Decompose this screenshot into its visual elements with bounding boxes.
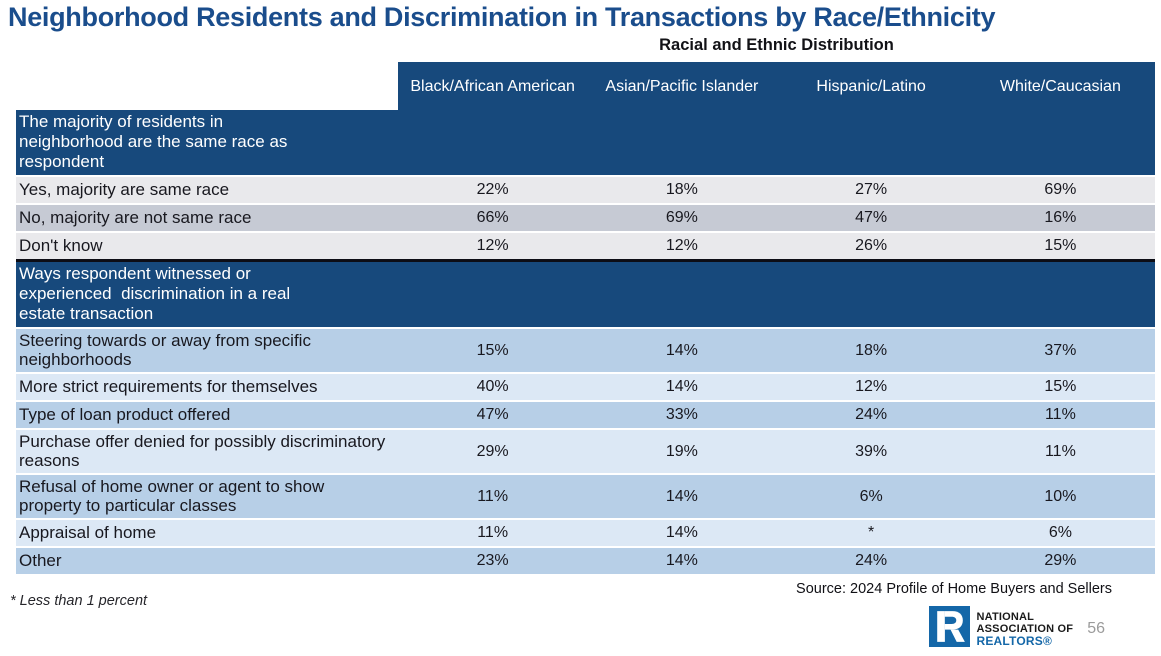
row-label-text: Other [19,551,62,570]
row-label: Type of loan product offered [16,402,398,428]
row-label-text: Type of loan product offered [19,405,231,424]
column-header: Hispanic/Latino [776,62,966,110]
footer-brand: NATIONAL ASSOCIATION OF REALTORS® 56 [929,606,1105,652]
cell-value: 22% [476,181,509,198]
realtor-r-icon [929,606,971,652]
column-header: Asian/Pacific Islander [587,62,777,110]
row-label-text: Don't know [19,236,103,255]
cell-value: 47% [855,209,888,226]
row-label-text: No, majority are not same race [19,208,252,227]
header-label-spacer [16,62,398,110]
cell-value: 14% [665,524,698,541]
row-label: Other [16,548,398,574]
cell-value: 26% [855,237,888,254]
cell-value: 24% [855,552,888,569]
section-header-text: The majority of residents in neighborhoo… [19,112,293,171]
row-label: More strict requirements for themselves [16,374,398,400]
table-row: Yes, majority are same race 22% 18% 27% 69% [16,175,1155,203]
nar-logo-text: NATIONAL ASSOCIATION OF REALTORS® [976,611,1073,647]
row-label: Yes, majority are same race [16,177,398,203]
cell-value: 18% [665,181,698,198]
page-title: Neighborhood Residents and Discriminatio… [8,2,996,32]
cell-value: 12% [665,237,698,254]
footnote: * Less than 1 percent [10,593,148,609]
section-header: Ways respondent witnessed or experienced… [16,259,1155,327]
row-label-text: More strict requirements for themselves [19,377,318,396]
row-label: Don't know [16,233,398,259]
table-row: Don't know 12% 12% 26% 15% [16,231,1155,259]
cell-value: 19% [665,442,698,460]
cell-value: 23% [476,552,509,569]
row-label: Appraisal of home [16,520,398,546]
data-table: Black/African American Asian/Pacific Isla… [16,62,1155,574]
column-header: Black/African American [398,62,588,110]
table-row: Refusal of home owner or agent to show p… [16,473,1155,518]
table-row: Steering towards or away from specific n… [16,327,1155,372]
cell-value: 14% [665,552,698,569]
row-label-text: Yes, majority are same race [19,180,230,199]
cell-value: 15% [1044,378,1077,395]
cell-value: 11% [1044,442,1076,460]
cell-value: 12% [476,237,509,254]
cell-value: 11% [1044,406,1076,423]
table-row: Purchase offer denied for possibly discr… [16,428,1155,473]
logo-line-1: NATIONAL [976,611,1035,623]
row-label: Purchase offer denied for possibly discr… [16,430,398,473]
table-subtitle: Racial and Ethnic Distribution [659,36,894,54]
page-number: 56 [1087,620,1105,637]
cell-value: 47% [476,406,509,423]
table-row: Appraisal of home 11% 14% * 6% [16,518,1155,546]
column-header: White/Caucasian [965,62,1155,110]
section-header: The majority of residents in neighborhoo… [16,110,1155,175]
cell-value: 12% [855,378,888,395]
table-row: Type of loan product offered 47% 33% 24% 11% [16,400,1155,428]
cell-value: 14% [665,341,698,359]
cell-value: 15% [476,341,509,359]
cell-value: 37% [1044,341,1077,359]
table-header-row: Black/African American Asian/Pacific Isla… [16,62,1155,110]
cell-value: 14% [665,487,698,505]
row-label-text: Steering towards or away from specific n… [19,331,311,369]
cell-value: 27% [855,181,888,198]
nar-logo: NATIONAL ASSOCIATION OF REALTORS® [929,606,1073,652]
cell-value: 11% [477,524,509,541]
cell-value: 29% [476,442,509,460]
row-label-text: Appraisal of home [19,523,157,542]
cell-value: 33% [665,406,698,423]
cell-value: 14% [665,378,698,395]
table-row: No, majority are not same race 66% 69% 47% 1… [16,203,1155,231]
row-label-text: Refusal of home owner or agent to show p… [19,477,325,515]
cell-value: * [868,524,875,541]
cell-value: 16% [1044,209,1077,226]
cell-value: 69% [665,209,698,226]
logo-line-2: ASSOCIATION OF [976,623,1074,635]
row-label: Refusal of home owner or agent to show p… [16,475,398,518]
cell-value: 66% [476,209,509,226]
cell-value: 6% [859,487,883,505]
cell-value: 69% [1044,181,1077,198]
table-row: Other 23% 14% 24% 29% [16,546,1155,574]
cell-value: 40% [476,378,509,395]
table-row: More strict requirements for themselves 4… [16,372,1155,400]
cell-value: 24% [855,406,888,423]
cell-value: 29% [1044,552,1077,569]
cell-value: 6% [1048,524,1072,541]
cell-value: 11% [477,487,509,505]
cell-value: 39% [855,442,888,460]
row-label: No, majority are not same race [16,205,398,231]
cell-value: 18% [855,341,888,359]
cell-value: 10% [1044,487,1077,505]
section-header-text: Ways respondent witnessed or experienced… [19,264,295,323]
cell-value: 15% [1044,237,1077,254]
row-label: Steering towards or away from specific n… [16,329,398,372]
logo-line-3: REALTORS® [976,634,1053,648]
row-label-text: Purchase offer denied for possibly discr… [19,432,386,470]
source-note: Source: 2024 Profile of Home Buyers and … [796,581,1112,597]
